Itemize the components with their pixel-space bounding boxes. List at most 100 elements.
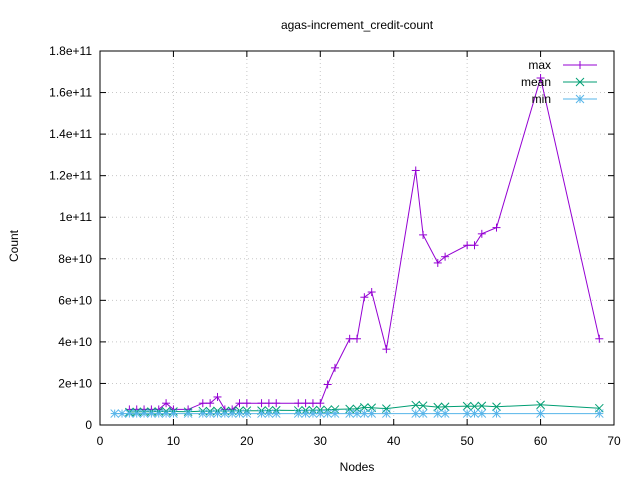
data-point-min [418,409,428,418]
data-point-min [594,409,604,418]
legend-marker-min [575,94,585,104]
data-point-max [433,258,442,267]
data-point-min [110,409,120,418]
data-point-min [411,409,421,418]
plot-frame [99,50,615,426]
y-tick-label: 1.8e+11 [49,44,92,58]
data-point-max [308,399,317,408]
data-point-min [147,409,156,418]
data-point-min [323,409,332,418]
data-point-min [257,409,266,418]
data-point-max [595,334,604,343]
data-point-min [462,409,472,418]
data-point-min [308,409,318,418]
data-point-min [235,409,244,418]
data-point-min [477,409,487,418]
data-point-max [411,166,420,175]
data-point-max [419,230,428,239]
data-point-min [132,409,142,418]
data-point-min [169,409,178,418]
data-point-max [242,399,251,408]
y-tick-label: 1.2e+11 [49,169,92,183]
data-point-min [264,409,274,418]
data-point-min [242,409,252,418]
data-point-max [330,363,339,372]
data-point-mean [433,402,443,412]
data-point-min [440,409,450,418]
y-tick-label: 1e+11 [59,210,92,224]
x-tick-label: 30 [314,434,328,448]
data-point-max [345,334,354,343]
data-point-max [360,293,369,302]
data-point-max [198,399,207,408]
data-point-min [382,409,391,418]
data-point-min [433,409,443,418]
axes: 0 10 20 30 40 50 60 70 0 2e+10 4e+10 6e+10 8e+10 1e+1… [49,44,621,448]
data-point-min [154,409,164,418]
data-point-max [257,399,266,408]
data-point-max [441,252,450,261]
data-point-min [161,409,171,418]
data-point-max [162,399,171,408]
y-tick-label: 8e+10 [58,252,92,266]
legend: max mean min [521,58,597,106]
x-axis-title: Nodes [340,460,375,474]
data-point-max [477,229,486,238]
x-tick-label: 40 [387,434,401,448]
data-point-max [301,399,310,408]
x-tick-label: 50 [460,434,474,448]
legend-marker-max [576,61,584,69]
x-tick-label: 10 [167,434,181,448]
data-point-min [301,409,310,418]
legend-label-mean: mean [521,75,551,89]
data-point-max [470,241,479,250]
data-point-min [205,409,215,418]
series-line-max [129,76,600,410]
series-max [125,74,604,414]
data-point-mean [418,401,428,411]
data-point-max [367,288,376,297]
data-point-min [470,409,479,418]
x-tick-label: 60 [534,434,548,448]
chart-title: agas-increment_credit-count [281,18,434,32]
data-point-min [227,409,237,418]
data-point-max [463,241,472,250]
data-point-mean [477,401,487,411]
data-point-min [359,409,369,418]
data-point-max [213,392,222,401]
data-point-min [345,409,355,418]
data-point-min [198,409,208,418]
data-point-max [272,399,281,408]
data-point-max [264,399,273,408]
data-point-max [316,399,325,408]
y-tick-label: 1.4e+11 [49,127,92,141]
data-point-min [367,409,377,418]
x-tick-label: 0 [97,434,104,448]
data-point-mean [345,404,355,414]
data-point-mean [492,402,501,412]
data-point-min [117,409,127,418]
data-point-mean [330,405,340,414]
data-point-min [352,409,362,418]
data-point-mean [440,402,450,412]
data-point-mean [536,400,545,410]
legend-marker-mean [575,77,585,87]
series-min [110,409,604,418]
data-point-min [220,409,230,418]
data-point-max [323,380,332,389]
legend-label-max: max [528,58,551,72]
y-tick-label: 6e+10 [58,293,92,307]
data-point-max [353,334,361,343]
data-point-max [206,399,215,408]
y-tick-label: 0 [85,418,92,432]
data-point-min [536,409,545,418]
data-point-mean [359,402,369,412]
data-point-min [183,409,193,418]
data-point-max [382,345,391,354]
y-tick-label: 1.6e+11 [49,86,92,100]
data-point-min [139,409,149,418]
data-point-min [271,409,281,418]
data-point-mean [411,400,421,410]
data-point-min [293,409,303,418]
